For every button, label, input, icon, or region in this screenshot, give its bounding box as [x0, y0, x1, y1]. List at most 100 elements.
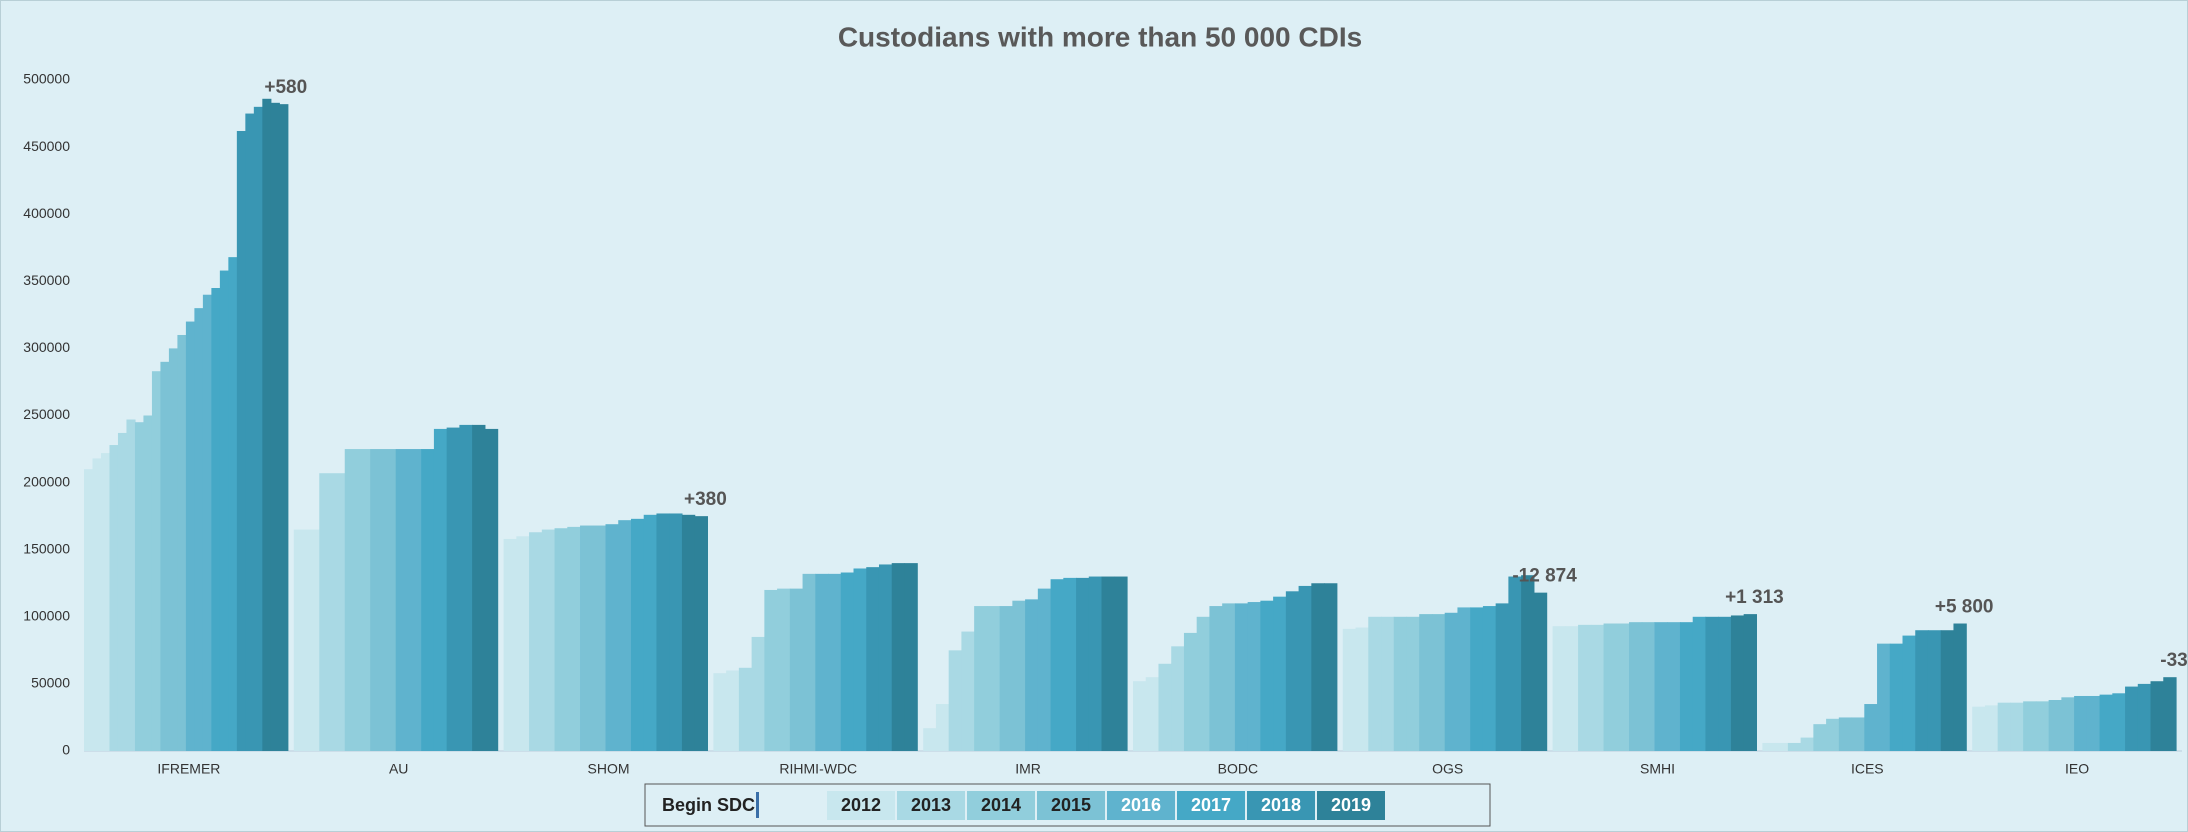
bar [681, 514, 696, 751]
y-tick-label: 250000 [23, 406, 70, 422]
bar [1654, 622, 1668, 751]
bar [1234, 603, 1249, 751]
y-tick-label: 150000 [23, 540, 70, 556]
bar [948, 650, 963, 751]
bar [1997, 702, 2012, 751]
bar [1196, 616, 1211, 751]
legend-swatch [1317, 791, 1385, 820]
bar [484, 428, 499, 751]
legend-label: 2018 [1261, 795, 1301, 815]
bar [1247, 602, 1261, 751]
bar [1864, 704, 1878, 751]
bar [2112, 693, 2126, 751]
bar [605, 524, 619, 751]
bar [618, 520, 632, 751]
bar [1470, 607, 1484, 751]
bar [1076, 577, 1090, 751]
bar [2163, 677, 2177, 751]
bar [935, 704, 950, 751]
bar [1393, 616, 1408, 751]
bar [866, 567, 880, 751]
bar [84, 469, 94, 751]
x-tick-label: ICES [1851, 761, 1884, 777]
annotation: +580 [264, 77, 307, 98]
bar [2061, 697, 2075, 751]
bar [1133, 681, 1147, 751]
bar [134, 422, 145, 751]
bar [472, 424, 486, 751]
bar [554, 528, 568, 751]
bar [1381, 616, 1395, 751]
bar [1813, 724, 1827, 751]
bar [1877, 643, 1891, 751]
bar [370, 449, 397, 751]
y-tick-label: 500000 [23, 71, 70, 87]
x-tick-label: IFREMER [157, 761, 220, 777]
y-tick-label: 400000 [23, 205, 70, 221]
bar [1800, 737, 1814, 751]
bar [878, 564, 893, 751]
bar [567, 526, 581, 751]
bar [1718, 616, 1732, 751]
bar [262, 98, 272, 751]
bar [1902, 635, 1916, 751]
bar [1012, 600, 1026, 751]
bar [2023, 701, 2037, 751]
legend-label: 2016 [1121, 795, 1161, 815]
bar [395, 449, 422, 751]
bar [151, 371, 162, 751]
bar [279, 104, 289, 751]
bar [446, 427, 460, 751]
bar [2010, 702, 2024, 751]
bar [236, 130, 246, 752]
bar [1787, 742, 1802, 751]
bar [840, 572, 855, 751]
bar [1311, 583, 1325, 751]
bar [1355, 627, 1369, 751]
x-tick-label: RIHMI-WDC [779, 761, 857, 777]
legend-swatch [827, 791, 895, 820]
bar [529, 532, 543, 751]
bar [1889, 643, 1904, 751]
annotation: +380 [684, 489, 727, 510]
legend-divider [756, 792, 759, 818]
y-tick-label: 300000 [23, 339, 70, 355]
legend-label: 2017 [1191, 795, 1231, 815]
bar [853, 568, 867, 751]
bar [2035, 701, 2050, 751]
bar [2074, 695, 2088, 751]
bar [503, 538, 517, 751]
bar [1114, 576, 1128, 751]
bar [1260, 600, 1274, 751]
bar [694, 516, 708, 751]
bar [1444, 612, 1459, 751]
bar [541, 529, 556, 751]
bar [2137, 683, 2152, 751]
bar [194, 308, 204, 751]
bar [1953, 623, 1967, 751]
bar [904, 563, 918, 751]
x-tick-label: SMHI [1640, 761, 1675, 777]
annotation: -33 [2160, 650, 2187, 671]
bar [1183, 632, 1198, 751]
y-tick-label: 450000 [23, 138, 70, 154]
bar [1705, 616, 1719, 751]
bar [1101, 576, 1115, 751]
bar [1495, 603, 1509, 751]
bar [168, 348, 179, 751]
bar [1940, 630, 1955, 751]
bar [228, 257, 238, 751]
bar [891, 563, 906, 751]
y-tick-label: 100000 [23, 608, 70, 624]
bar [1838, 717, 1853, 751]
bar [1406, 616, 1420, 751]
legend-swatch [1107, 791, 1175, 820]
bar [1342, 628, 1357, 751]
bar [1667, 622, 1681, 751]
bar [802, 573, 816, 751]
bar [999, 606, 1013, 751]
bar [1088, 576, 1103, 751]
bar [580, 525, 594, 751]
bar [1171, 646, 1185, 751]
bar [1984, 705, 1999, 751]
